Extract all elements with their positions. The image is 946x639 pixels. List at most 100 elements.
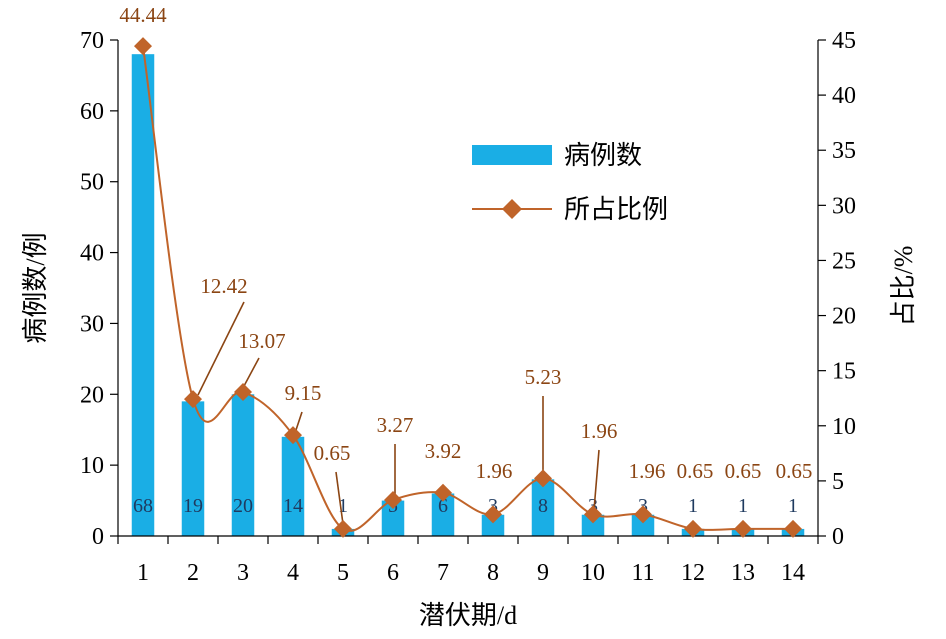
x-tick-label: 8 [487,560,499,586]
legend-line-label: 所占比例 [564,195,668,224]
leader-line [335,471,344,525]
leader-line [197,301,245,396]
percent-value-label: 12.42 [200,274,247,298]
left-tick-label: 0 [92,524,104,550]
leader-line [593,449,600,511]
line-marker [284,426,302,445]
leader-line [243,357,260,387]
left-tick-label: 30 [80,311,104,337]
line-marker [234,382,252,401]
percent-value-label: 0.65 [776,459,813,483]
x-tick-label: 3 [237,560,249,586]
right-tick-label: 35 [832,138,856,164]
line-marker [584,505,602,524]
x-tick-label: 5 [337,560,349,586]
line-marker [684,519,702,538]
line-series [142,46,793,532]
bar-value-label: 1 [338,495,348,517]
legend-bar-swatch [472,145,552,165]
x-tick-label: 10 [581,560,605,586]
x-tick-label: 2 [187,560,199,586]
bar-value-label: 14 [283,495,303,517]
left-tick-label: 10 [80,453,104,479]
percent-value-label: 3.27 [377,413,414,437]
bar-value-label: 19 [183,495,203,517]
line-marker [634,505,652,524]
line-data-labels: 44.44 12.42 13.07 9.15 0.65 3.27 3.92 1.96 5.23 1… [119,3,812,483]
percent-value-label: 0.65 [314,441,351,465]
left-tick-label: 70 [80,28,104,54]
x-tick-label: 11 [631,560,654,586]
percent-value-label: 9.15 [285,381,322,405]
legend: 病例数 所占比例 [472,141,668,224]
bar-value-label: 20 [233,495,253,517]
x-tick-label: 14 [781,560,805,586]
right-tick-label: 0 [832,524,844,550]
left-tick-label: 50 [80,170,104,196]
right-tick-label: 15 [832,359,856,385]
bar [381,500,405,536]
bar-value-label: 1 [738,495,748,517]
label-leader-lines [197,301,600,525]
bar-value-label: 8 [538,495,548,517]
percent-value-label: 0.65 [677,459,714,483]
left-tick-label: 40 [80,241,104,267]
right-tick-label: 5 [832,469,844,495]
percent-value-label: 1.96 [629,459,666,483]
bar [231,394,255,536]
percent-value-label: 13.07 [238,329,285,353]
bar-value-label: 68 [133,495,153,517]
bar-value-label: 6 [438,495,448,517]
right-tick-label: 25 [832,248,856,274]
line-marker [484,505,502,524]
line-marker [384,490,402,509]
series-line [142,46,793,532]
left-tick-label: 20 [80,382,104,408]
line-marker [334,519,352,538]
right-y-axis-title: 占比/% [889,246,918,327]
percent-value-label: 44.44 [119,3,167,27]
line-marker [784,519,802,538]
bar-value-label: 1 [688,495,698,517]
right-tick-label: 20 [832,304,856,330]
x-ticks: 1 2 3 4 5 6 7 8 9 10 11 12 13 14 [117,536,819,586]
right-tick-label: 10 [832,414,856,440]
bar [581,514,605,536]
x-tick-label: 12 [681,560,705,586]
x-tick-label: 7 [437,560,449,586]
right-tick-label: 45 [832,28,856,54]
bar [281,436,305,536]
x-tick-label: 9 [537,560,549,586]
legend-line-marker [502,199,522,219]
percent-value-label: 3.92 [425,439,462,463]
bar [631,514,655,536]
bar [481,514,505,536]
line-marker [184,390,202,409]
percent-value-label: 5.23 [525,365,562,389]
percent-value-label: 1.96 [581,419,618,443]
x-tick-label: 1 [137,560,149,586]
right-tick-label: 30 [832,193,856,219]
leader-line [295,411,303,431]
bar [431,493,455,536]
line-marker [534,469,552,488]
line-markers [134,37,802,538]
x-tick-label: 13 [731,560,755,586]
line-marker [734,519,752,538]
left-y-axis-title: 病例数/例 [21,232,50,343]
right-y-ticks: 0 5 10 15 20 25 30 35 40 45 [818,28,856,550]
left-y-ticks: 0 10 20 30 40 50 60 70 [80,28,118,550]
bar [131,54,155,537]
line-marker [434,483,452,502]
line-marker [134,37,152,56]
x-tick-label: 6 [387,560,399,586]
right-tick-label: 40 [832,83,856,109]
bar-data-labels: 681920141563833111 [133,495,798,517]
legend-bar-label: 病例数 [564,141,642,170]
bar-value-label: 1 [788,495,798,517]
x-axis-title: 潜伏期/d [419,601,517,630]
bar [531,479,555,536]
percent-value-label: 0.65 [725,459,762,483]
x-tick-label: 4 [287,560,299,586]
